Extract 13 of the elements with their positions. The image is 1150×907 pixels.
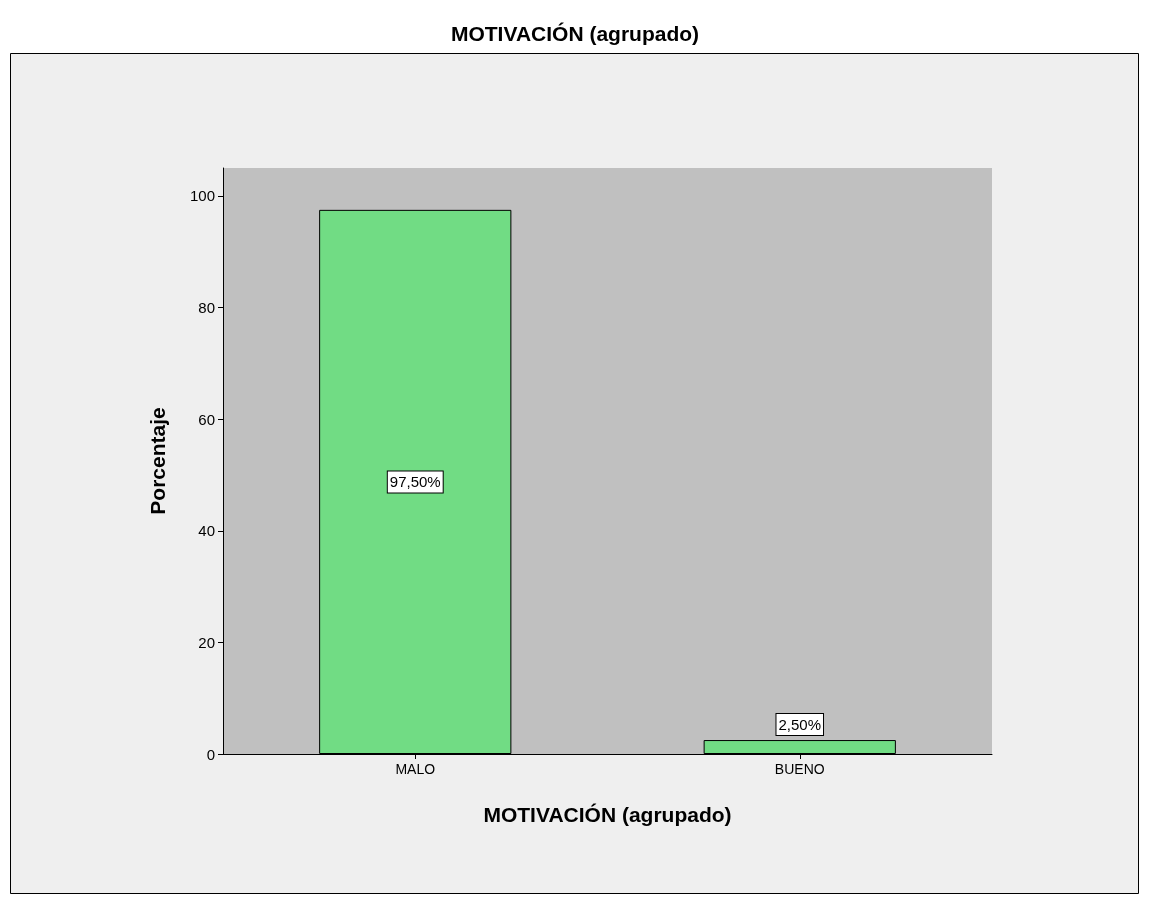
x-axis-title: MOTIVACIÓN (agrupado) bbox=[483, 803, 732, 826]
x-tick-label: MALO bbox=[395, 761, 436, 777]
y-tick-label: 0 bbox=[206, 745, 215, 763]
chart-title: MOTIVACIÓN (agrupado) bbox=[450, 22, 700, 45]
y-tick-label: 20 bbox=[198, 633, 215, 651]
x-tick-label: BUENO bbox=[774, 761, 825, 777]
data-label: 2,50% bbox=[778, 716, 822, 734]
y-tick-label: 40 bbox=[198, 522, 215, 540]
y-tick-label: 100 bbox=[189, 187, 215, 205]
y-axis-title: Porcentaje bbox=[146, 407, 169, 515]
y-tick-label: 80 bbox=[198, 299, 215, 317]
y-tick-label: 60 bbox=[198, 410, 215, 428]
data-label: 97,50% bbox=[389, 473, 441, 491]
